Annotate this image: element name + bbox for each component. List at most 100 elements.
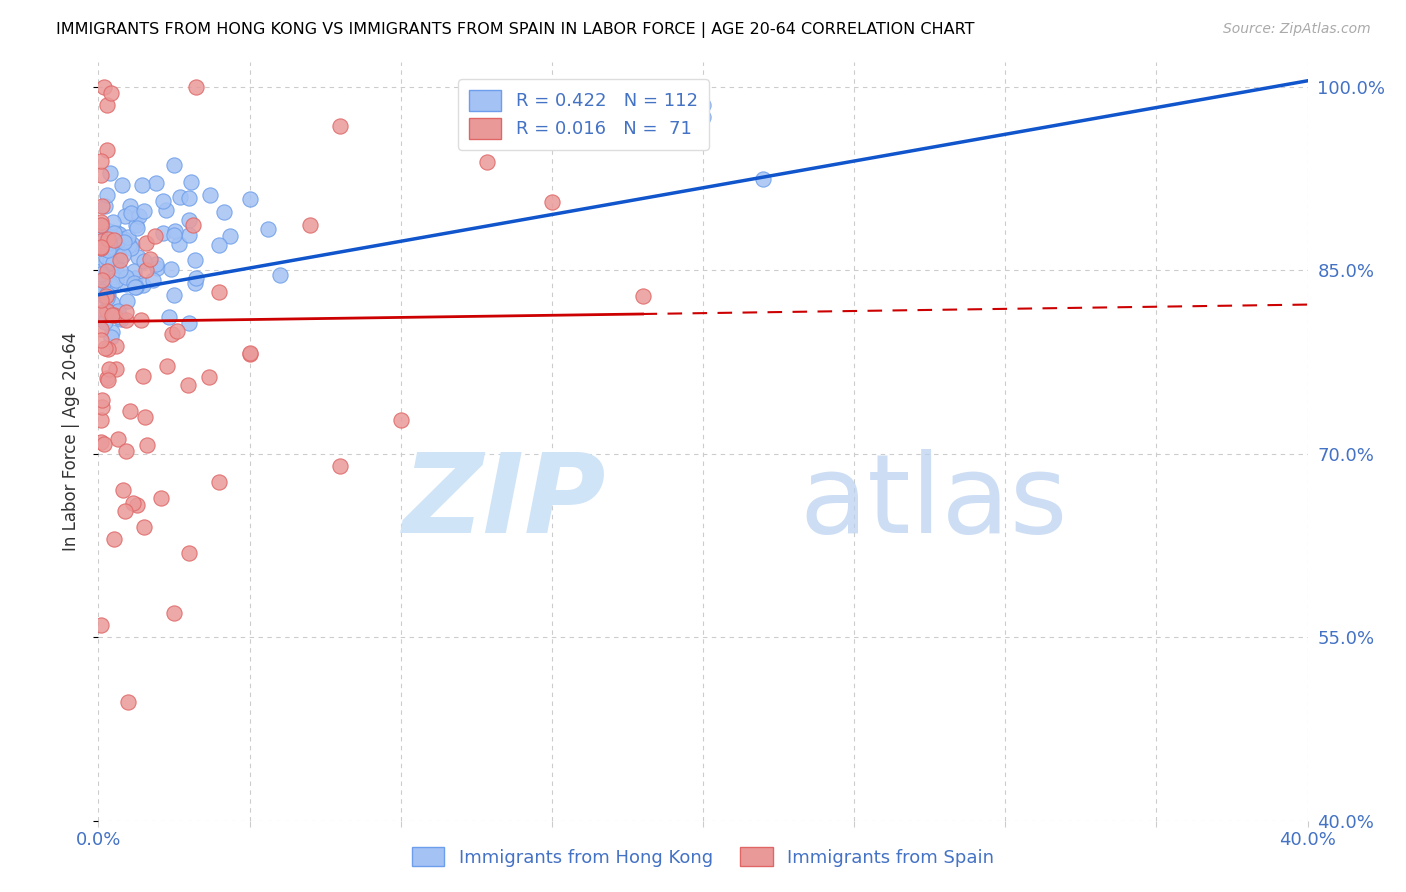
Point — [120, 241, 142, 255]
Point — [96, 287, 118, 301]
Point — [90, 215, 112, 229]
Point — [90, 274, 112, 288]
Point — [105, 273, 128, 287]
Point — [90, 219, 112, 233]
Point — [157, 310, 180, 325]
Legend: Immigrants from Hong Kong, Immigrants from Spain: Immigrants from Hong Kong, Immigrants fr… — [405, 840, 1001, 874]
Point — [90, 435, 112, 450]
Point — [98, 362, 121, 376]
Point — [103, 533, 125, 547]
Point — [183, 276, 205, 290]
Text: atlas: atlas — [800, 449, 1069, 556]
Point — [329, 458, 352, 473]
Point — [132, 253, 155, 268]
Point — [117, 230, 139, 244]
Point — [100, 86, 122, 100]
Point — [111, 178, 134, 193]
Point — [163, 224, 186, 238]
Point — [96, 143, 118, 157]
Point — [163, 158, 186, 172]
Point — [90, 284, 112, 298]
Point — [94, 315, 117, 329]
Point — [163, 606, 186, 620]
Point — [97, 342, 120, 356]
Point — [150, 491, 173, 505]
Point — [90, 334, 112, 348]
Point — [104, 256, 127, 270]
Point — [136, 438, 159, 452]
Point — [160, 261, 183, 276]
Point — [90, 412, 112, 426]
Point — [145, 257, 167, 271]
Point — [93, 303, 115, 318]
Point — [100, 295, 122, 310]
Point — [179, 191, 201, 205]
Point — [100, 277, 122, 292]
Point — [96, 371, 118, 385]
Point — [198, 370, 221, 384]
Point — [94, 255, 117, 269]
Point — [104, 362, 127, 376]
Point — [94, 341, 117, 355]
Point — [107, 304, 129, 318]
Legend: R = 0.422   N = 112, R = 0.016   N =  71: R = 0.422 N = 112, R = 0.016 N = 71 — [458, 79, 709, 150]
Point — [91, 273, 114, 287]
Point — [115, 304, 138, 318]
Point — [143, 229, 166, 244]
Point — [90, 400, 112, 414]
Point — [90, 322, 112, 336]
Point — [129, 313, 152, 327]
Point — [90, 241, 112, 255]
Point — [134, 410, 156, 425]
Point — [208, 285, 231, 299]
Point — [105, 264, 128, 278]
Point — [90, 154, 112, 169]
Point — [103, 269, 125, 284]
Point — [239, 347, 262, 361]
Point — [90, 168, 112, 182]
Point — [90, 234, 112, 248]
Point — [115, 270, 138, 285]
Point — [692, 98, 714, 112]
Point — [132, 203, 155, 218]
Point — [100, 330, 122, 344]
Point — [96, 286, 118, 301]
Point — [198, 187, 221, 202]
Point — [110, 252, 132, 267]
Point — [186, 79, 208, 94]
Point — [90, 312, 112, 326]
Point — [111, 247, 134, 261]
Point — [98, 253, 121, 268]
Point — [90, 618, 112, 632]
Point — [110, 232, 132, 246]
Point — [97, 232, 120, 246]
Point — [104, 245, 127, 260]
Point — [97, 243, 120, 257]
Point — [112, 231, 135, 245]
Point — [127, 250, 149, 264]
Point — [103, 231, 125, 245]
Point — [219, 229, 242, 244]
Point — [98, 165, 121, 179]
Point — [299, 218, 322, 232]
Point — [142, 273, 165, 287]
Point — [101, 256, 124, 270]
Point — [152, 194, 174, 208]
Point — [103, 226, 125, 240]
Point — [752, 172, 775, 186]
Point — [112, 235, 135, 249]
Point — [135, 235, 157, 250]
Point — [96, 264, 118, 278]
Point — [208, 238, 231, 252]
Point — [124, 276, 146, 290]
Point — [132, 277, 155, 292]
Point — [101, 265, 124, 279]
Point — [103, 233, 125, 247]
Point — [108, 227, 131, 241]
Point — [90, 267, 112, 281]
Point — [692, 110, 714, 124]
Point — [96, 303, 118, 318]
Point — [115, 293, 138, 308]
Point — [163, 287, 186, 301]
Point — [103, 308, 125, 322]
